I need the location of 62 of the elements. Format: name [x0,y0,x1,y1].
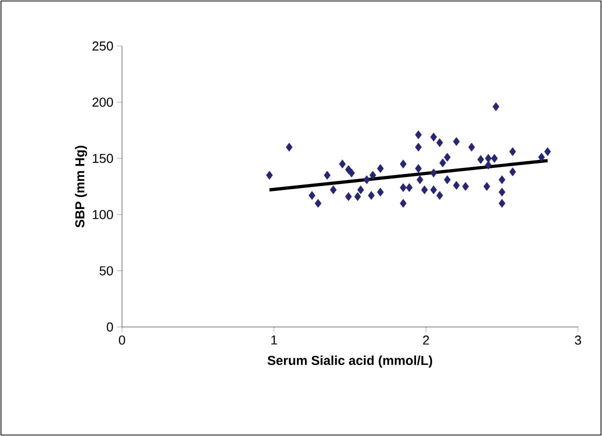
point [324,170,331,180]
point [462,182,469,191]
y-tick-label: 250 [92,41,113,51]
point [491,154,498,163]
point [498,175,506,184]
x-tick-label: 3 [574,336,582,345]
point [468,142,475,152]
point [444,152,451,162]
y-tick-label: 100 [92,210,113,220]
y-tick-label: 150 [92,154,113,163]
point [430,185,437,194]
point [477,155,484,164]
point [484,154,492,163]
point [314,198,322,208]
y-axis-title: SBP (mm Hg) [74,146,88,228]
point [483,182,490,191]
point [348,168,355,178]
point [415,130,422,140]
point [439,158,446,168]
point [339,160,346,168]
point [363,175,370,184]
point [498,198,506,208]
x-tick-label: 2 [423,336,429,345]
point [345,192,352,201]
point [400,160,407,168]
point [368,191,375,200]
point [400,198,407,208]
point [421,185,428,194]
point [538,152,545,162]
x-tick-label: 0 [118,336,126,345]
y-tick-label: 0 [106,322,113,332]
point [444,175,451,184]
point [354,192,361,201]
point [430,132,437,142]
y-tick-label: 200 [92,98,113,107]
point [453,137,460,146]
point [377,164,384,173]
point [406,183,413,192]
point [416,175,424,184]
point [308,191,316,200]
point [436,138,444,148]
point [484,160,492,170]
point [509,167,516,176]
point [400,183,407,192]
point [492,102,500,112]
point [415,142,422,152]
point [498,188,506,197]
point [509,147,516,156]
point [415,164,422,173]
point [330,185,337,194]
point [436,191,444,200]
point [377,188,384,197]
x-axis-title: Serum Sialic acid (mmol/L) [268,356,432,368]
point [357,185,364,194]
x-tick-label: 1 [271,336,277,344]
point [369,170,376,180]
point [544,147,551,156]
y-tick-label: 50 [100,266,113,276]
point [453,180,460,190]
point [286,142,293,152]
point [266,170,273,180]
point [430,168,437,178]
